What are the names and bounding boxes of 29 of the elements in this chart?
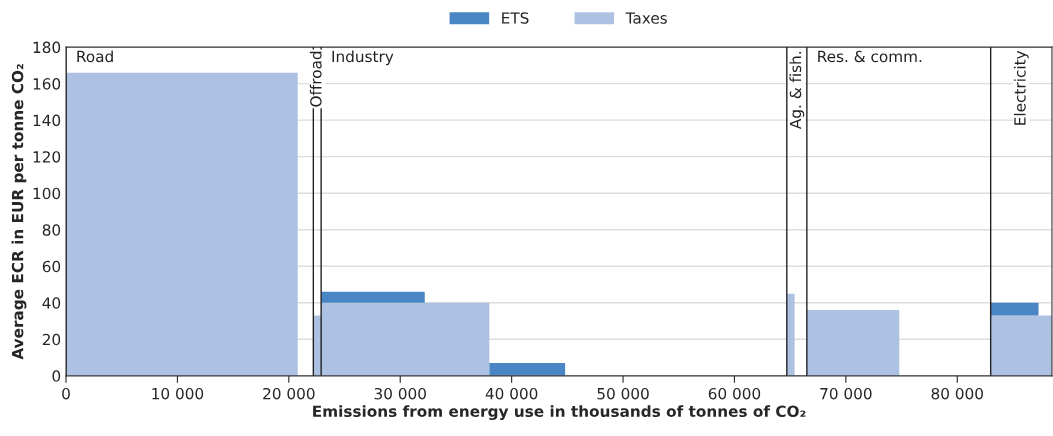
x-tick-label: 70 000 <box>820 387 872 400</box>
ref-line-label: Offroad <box>309 51 322 107</box>
ref-line-label: Electricity <box>1013 50 1029 125</box>
x-tick-label: 40 000 <box>485 387 538 400</box>
y-tick-label: 60 <box>42 260 61 273</box>
y-tick-label: 40 <box>42 297 61 309</box>
legend-label: Taxes <box>625 12 667 24</box>
ref-line-label: Industry <box>332 50 394 66</box>
y-tick-label: 120 <box>33 151 61 163</box>
y-tick-label: 160 <box>33 78 61 90</box>
y-tick-label: 180 <box>33 41 61 54</box>
ref-line-label: Ag. & fish. <box>789 52 805 130</box>
y-tick-label: 0 <box>52 370 61 382</box>
y-tick-label: 140 <box>33 114 61 127</box>
y-tick-label: 100 <box>33 187 61 200</box>
y-tick-label: 80 <box>42 224 61 236</box>
x-axis-title: Emissions from energy use in thousands of tonnes of CO₂ <box>313 405 806 421</box>
x-tick-label: 80 000 <box>931 387 983 400</box>
x-tick-label: 20 000 <box>263 387 315 400</box>
x-tick-label: 30 000 <box>374 387 426 400</box>
y-tick-label: 20 <box>42 333 61 346</box>
x-tick-label: 50 000 <box>597 387 649 400</box>
x-tick-label: 0 <box>62 387 70 400</box>
x-tick-label: 60 000 <box>708 387 761 400</box>
ref-line-label: Road <box>77 50 113 63</box>
ref-line-label: Res. & comm. <box>818 50 922 63</box>
y-axis-title: Average ECR in EUR per tonne CO₂ <box>11 64 27 360</box>
legend-label: ETS <box>502 12 529 24</box>
x-tick-label: 10 000 <box>152 387 204 400</box>
